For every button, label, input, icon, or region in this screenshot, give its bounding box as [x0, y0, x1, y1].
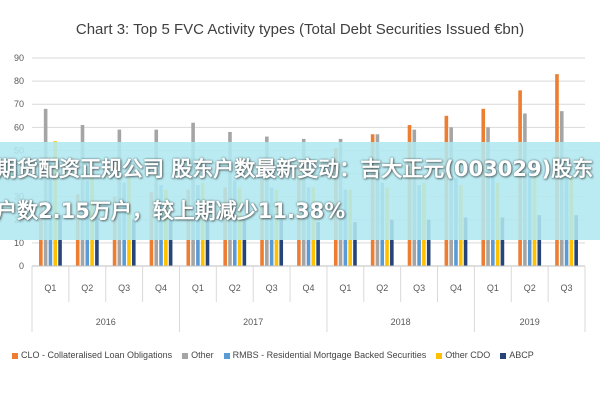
y-tick-label: 80: [14, 76, 24, 86]
bar: [574, 215, 578, 266]
legend-item: Other CDO: [436, 350, 490, 360]
y-tick-label: 10: [14, 238, 24, 248]
x-tick-label: Q3: [266, 283, 278, 293]
bar: [463, 217, 468, 266]
bar: [426, 219, 431, 266]
bar: [95, 217, 99, 266]
bar: [279, 219, 284, 266]
chart-title: Chart 3: Top 5 FVC Activity types (Total…: [76, 21, 524, 38]
legend-label: ABCP: [509, 350, 534, 360]
legend-item: Other: [182, 350, 214, 360]
legend-item: ABCP: [500, 350, 534, 360]
year-label: 2016: [96, 317, 116, 327]
legend-swatch: [500, 352, 507, 359]
y-tick-label: 90: [14, 53, 24, 63]
headline-banner: [0, 142, 600, 240]
x-tick-label: Q2: [524, 283, 536, 293]
legend-item: RMBS - Residential Mortgage Backed Secur…: [223, 350, 427, 360]
x-tick-label: Q1: [339, 283, 351, 293]
x-tick-label: Q4: [450, 283, 462, 293]
x-tick-label: Q4: [155, 283, 167, 293]
y-tick-label: 60: [14, 122, 24, 132]
legend-swatch: [12, 352, 18, 359]
x-axis: Q1 Q2 Q3 Q4 Q1 Q2 Q3 Q4 Q1 Q2 Q3 Q4 Q1 Q2 Q3 2016 2017 20…: [31, 265, 586, 332]
headline-text[interactable]: 期货配资正规公司 股东户数最新变动：吉大正元(003029)股东户数2.15万户…: [0, 157, 594, 223]
legend-label: RMBS - Residential Mortgage Backed Secur…: [232, 350, 427, 360]
bar: [131, 219, 136, 266]
bar: [242, 219, 247, 266]
legend-label: CLO - Collateralised Loan Obligations: [21, 350, 173, 360]
bar: [168, 219, 173, 266]
bar: [316, 222, 320, 266]
x-tick-label: Q2: [81, 283, 93, 293]
x-tick-label: Q4: [302, 283, 314, 293]
legend-label: Other: [191, 350, 214, 360]
bar: [390, 219, 394, 266]
x-tick-label: Q1: [487, 283, 499, 293]
x-tick-label: Q1: [44, 283, 56, 293]
x-tick-label: Q1: [192, 283, 204, 293]
legend-item: CLO - Collateralised Loan Obligations: [12, 350, 172, 360]
x-tick-label: Q3: [561, 283, 573, 293]
bar: [353, 222, 357, 266]
legend-swatch: [182, 352, 189, 359]
x-tick-label: Q2: [376, 283, 388, 293]
bar: [205, 219, 210, 266]
year-label: 2017: [243, 317, 263, 327]
x-tick-label: Q3: [413, 283, 425, 293]
legend-swatch: [223, 352, 230, 359]
legend-swatch: [436, 352, 443, 359]
headline-overlay[interactable]: 期货配资正规公司 股东户数最新变动：吉大正元(003029)股东户数2.15万户…: [0, 148, 600, 236]
legend: CLO - Collateralised Loan Obligations Oth…: [12, 350, 597, 366]
y-tick-label: 0: [19, 261, 24, 271]
bar: [537, 215, 542, 266]
bar: [500, 217, 505, 266]
legend-label: Other CDO: [445, 350, 491, 360]
x-tick-label: Q2: [229, 283, 241, 293]
year-label: 2019: [520, 317, 540, 327]
x-tick-label: Q3: [118, 283, 130, 293]
year-label: 2018: [391, 317, 411, 327]
y-tick-label: 70: [14, 99, 24, 109]
bar: [58, 215, 62, 266]
